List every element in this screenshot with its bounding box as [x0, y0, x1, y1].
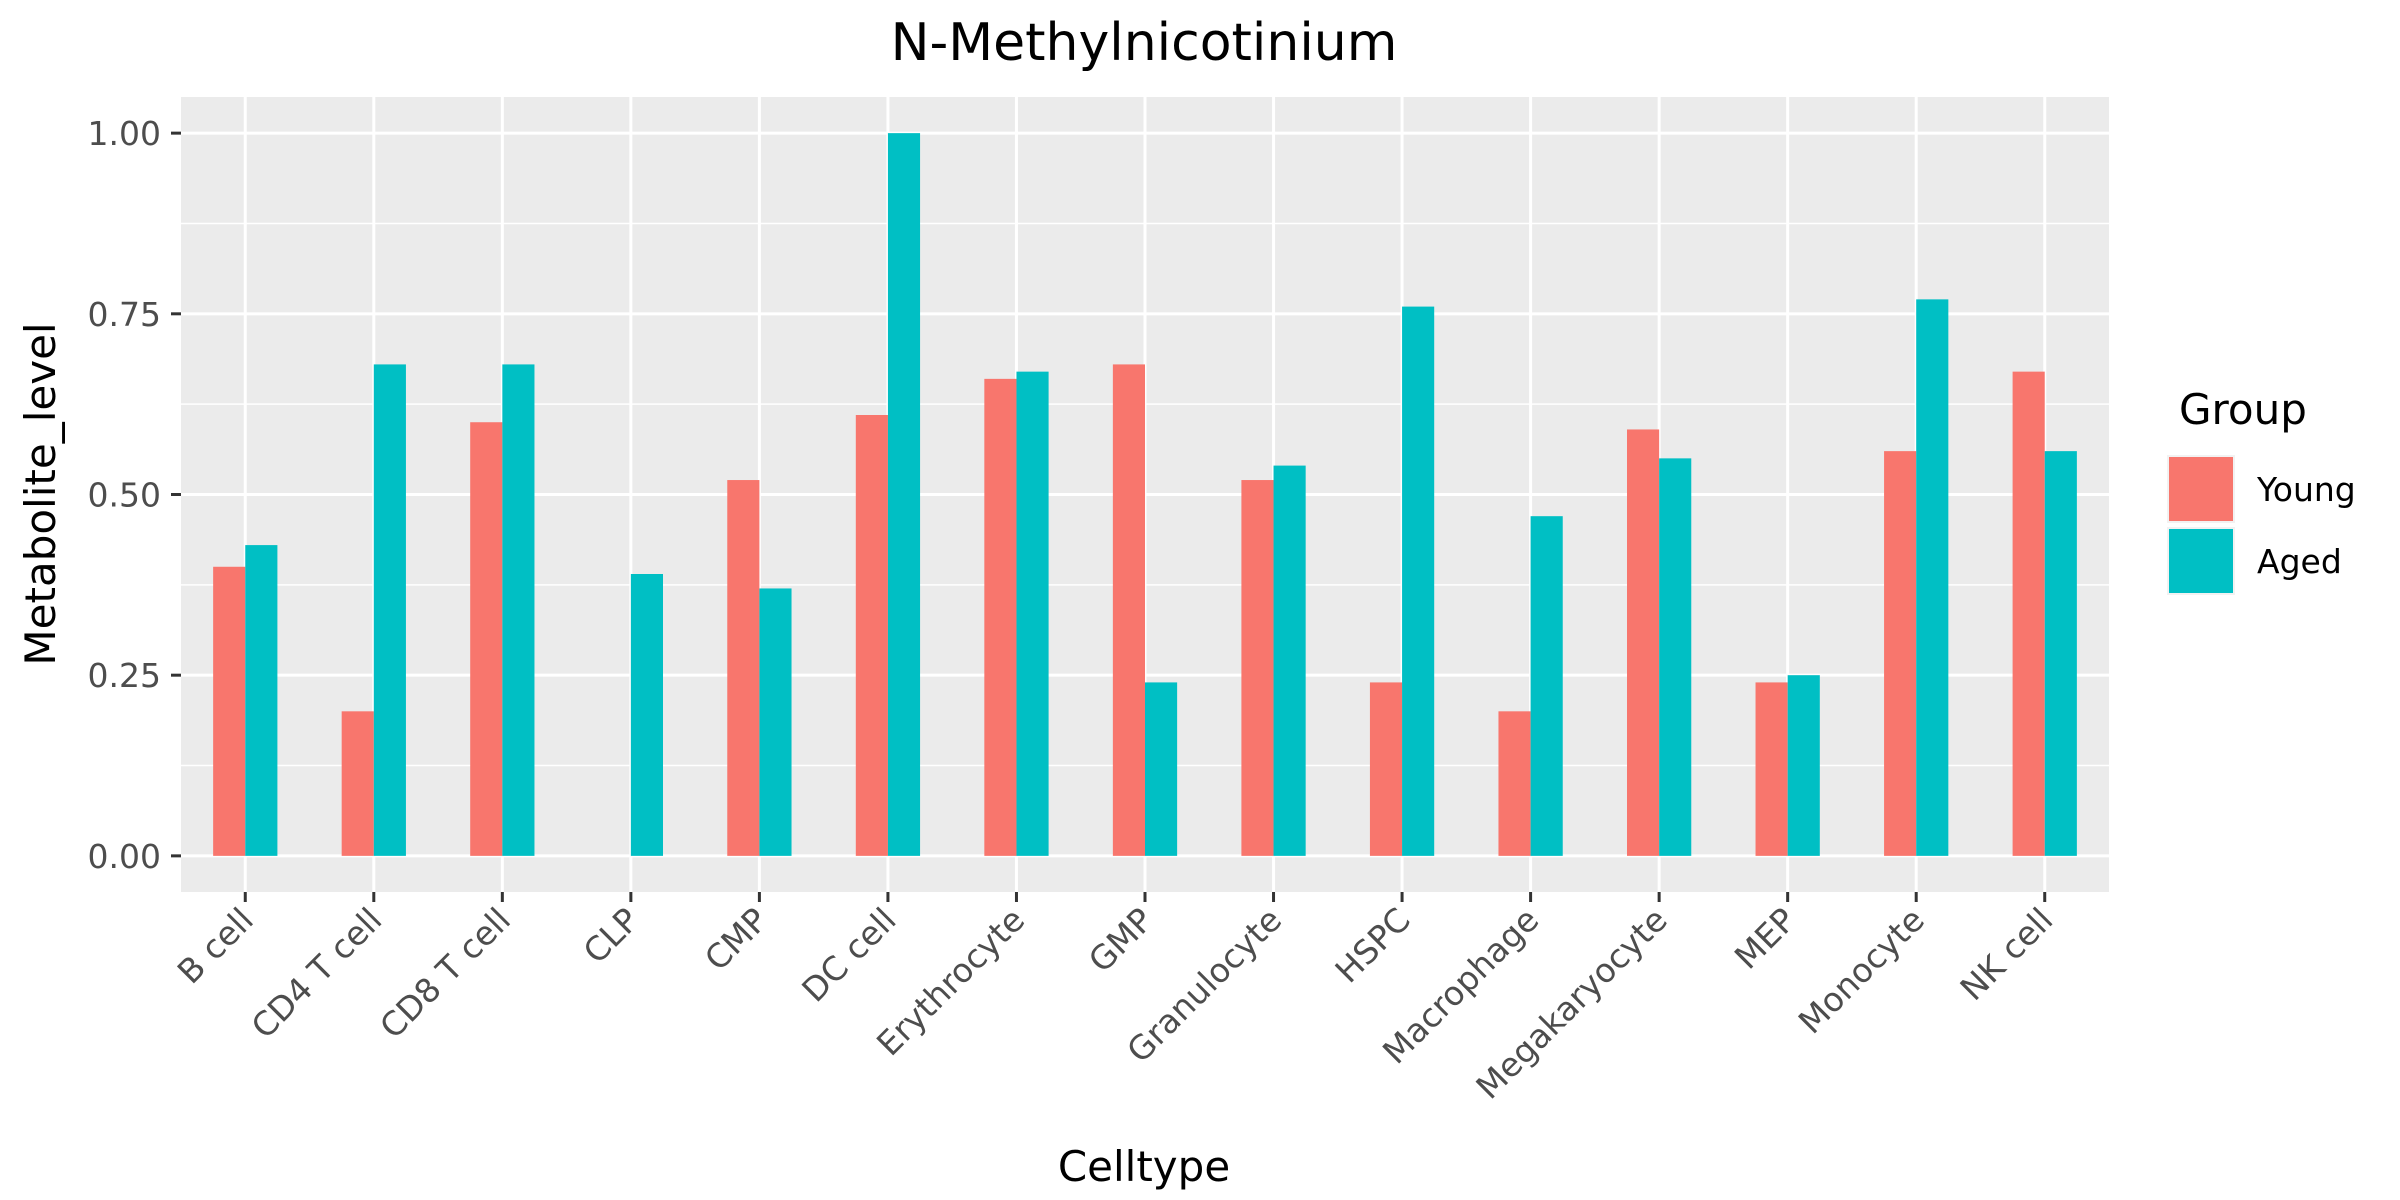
bars: [213, 133, 2077, 856]
x-axis-title: Celltype: [1058, 1142, 1230, 1191]
legend-title: Group: [2179, 385, 2307, 434]
x-tick-label: CD8 T cell: [372, 900, 518, 1046]
bar-aged: [2044, 451, 2077, 856]
bar-aged: [373, 364, 406, 856]
legend: Group Young Aged: [2167, 385, 2356, 595]
bar-young: [1241, 480, 1274, 856]
bar-aged: [1273, 465, 1306, 856]
legend-key-young: [2169, 457, 2233, 521]
bar-young: [213, 566, 246, 856]
bar-aged: [887, 133, 921, 856]
bar-young: [1627, 429, 1660, 856]
x-tick-label: NK cell: [1952, 900, 2060, 1008]
x-tick-label: HSPC: [1327, 900, 1417, 990]
y-tick-label: 0.75: [88, 295, 161, 334]
bar-aged: [1659, 458, 1692, 856]
bar-aged: [630, 574, 663, 856]
y-axis-title: Metabolite_level: [16, 322, 65, 665]
y-tick-label: 1.00: [88, 114, 161, 153]
legend-label-young: Young: [2256, 470, 2356, 509]
x-tick-label: Monocyte: [1791, 900, 1932, 1041]
bar-aged: [245, 545, 278, 856]
y-tick-label: 0.00: [88, 837, 161, 876]
chart-title: N-Methylnicotinium: [891, 13, 1398, 73]
bar-aged: [502, 364, 535, 856]
bar-young: [1369, 682, 1403, 856]
bar-young: [984, 378, 1017, 856]
y-axis: 0.00 0.25 0.50 0.75 1.00: [88, 114, 181, 876]
y-tick-label: 0.50: [88, 476, 161, 515]
bar-young: [1884, 451, 1917, 856]
bar-young: [1112, 364, 1145, 856]
bar-aged: [1916, 299, 1949, 856]
bar-aged: [1402, 306, 1435, 856]
bar-young: [1755, 682, 1788, 856]
bar-aged: [1145, 682, 1178, 856]
x-tick-label: CMP: [697, 900, 775, 978]
bar-aged: [1787, 675, 1820, 856]
x-tick-label: GMP: [1081, 900, 1161, 980]
bar-aged: [759, 588, 792, 856]
x-tick-label: MEP: [1727, 900, 1804, 977]
bar-young: [855, 415, 888, 856]
bar-young: [727, 480, 760, 856]
bar-young: [341, 711, 374, 856]
bar-aged: [1530, 516, 1563, 856]
x-tick-label: CLP: [576, 900, 647, 971]
bar-young: [2012, 371, 2045, 856]
y-tick-label: 0.25: [88, 656, 161, 695]
legend-label-aged: Aged: [2257, 542, 2342, 581]
bar-aged: [1016, 371, 1049, 856]
x-tick-label: DC cell: [794, 900, 903, 1009]
x-tick-label: CD4 T cell: [244, 900, 390, 1046]
bar-young: [470, 422, 503, 856]
x-tick-label: B cell: [170, 900, 261, 991]
legend-key-aged: [2169, 529, 2233, 593]
bar-young: [1498, 711, 1531, 856]
